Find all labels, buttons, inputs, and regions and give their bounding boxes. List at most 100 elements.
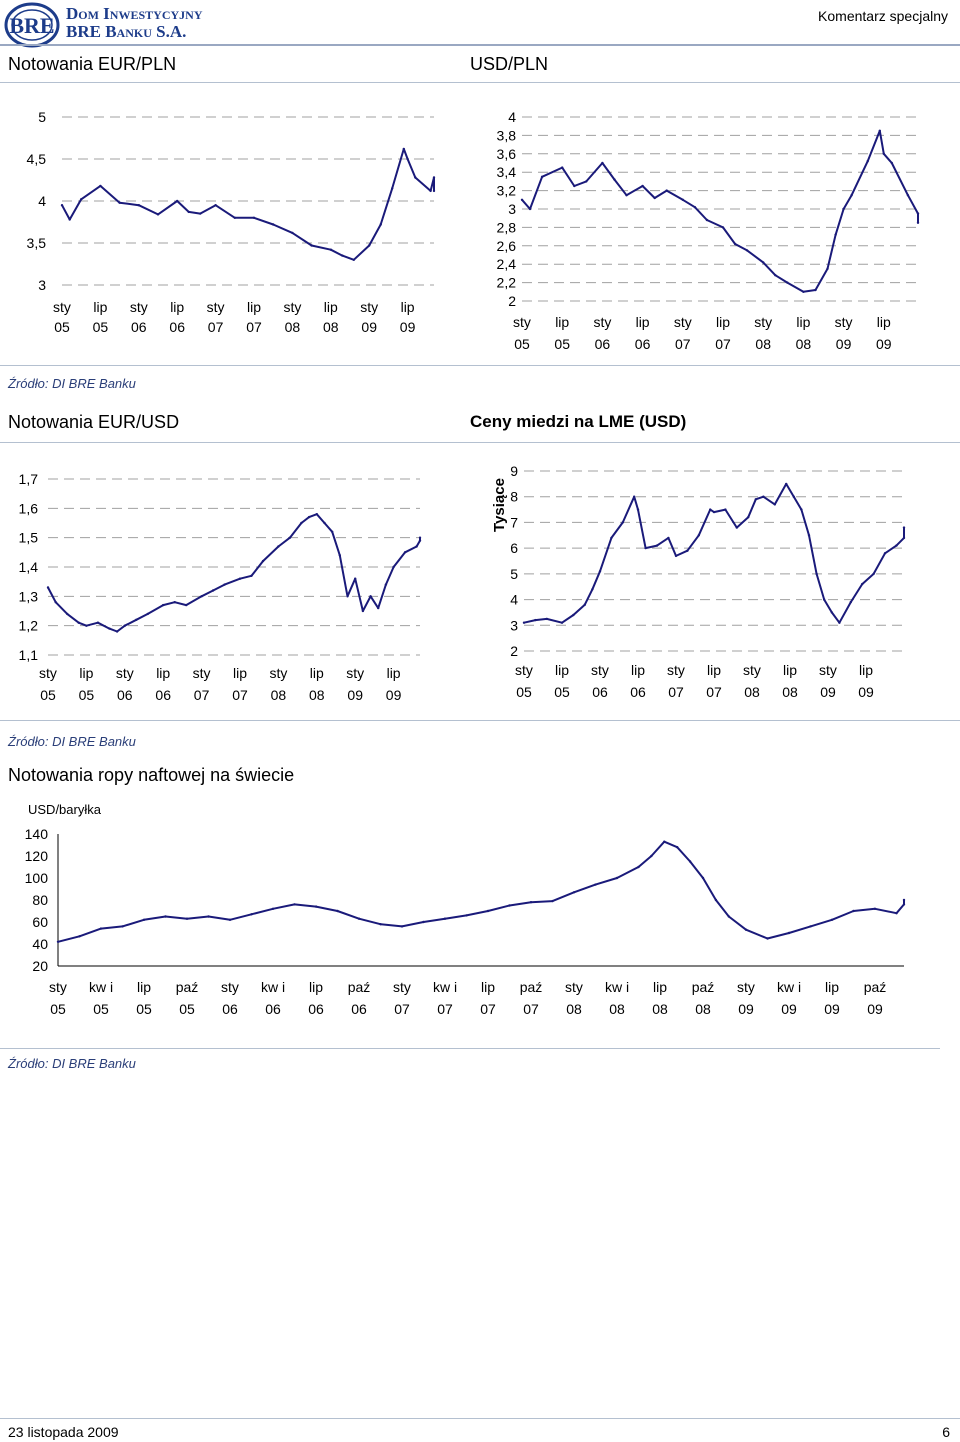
x-tick-label: sty xyxy=(221,979,239,995)
data-point xyxy=(368,244,371,247)
x-tick-label: 05 xyxy=(50,1001,66,1017)
data-point xyxy=(809,925,812,928)
data-point xyxy=(185,603,188,607)
data-point xyxy=(271,907,275,910)
data-point xyxy=(123,624,127,627)
data-point xyxy=(561,166,564,169)
x-tick-label: sty xyxy=(565,979,583,995)
section-rule xyxy=(0,720,960,721)
y-tick-label: 1,4 xyxy=(19,559,39,575)
data-point xyxy=(681,198,684,201)
data-point xyxy=(916,212,920,215)
x-tick-label: sty xyxy=(513,314,531,330)
data-point xyxy=(115,630,119,633)
data-point xyxy=(80,198,83,201)
data-point xyxy=(735,526,738,529)
data-point xyxy=(594,883,597,886)
x-tick-label: lip xyxy=(156,665,170,681)
y-tick-label: 1,2 xyxy=(19,618,39,634)
x-tick-label: lip xyxy=(555,662,569,678)
data-point xyxy=(369,595,372,598)
data-point xyxy=(572,613,575,617)
y-tick-label: 7 xyxy=(510,514,518,530)
eurusd-title: Notowania EUR/USD xyxy=(8,412,180,432)
data-point xyxy=(653,196,656,200)
y-tick-label: 9 xyxy=(510,463,518,479)
usdpln-chart: 4 3,8 3,6 3,4 3,2 3 2,8 2,6 2,4 2,2 2 sty 05 lip 05 sty… xyxy=(480,95,960,365)
usdpln-title: USD/PLN xyxy=(470,54,549,74)
x-tick-label: lip xyxy=(716,314,730,330)
x-tick-label: 09 xyxy=(738,1001,754,1017)
x-tick-label: paź xyxy=(348,979,371,995)
data-point xyxy=(522,621,526,624)
y-tick-label: 3 xyxy=(38,277,46,293)
data-point xyxy=(99,927,103,930)
source-note: Źródło: DI BRE Banku xyxy=(8,1056,136,1071)
data-point xyxy=(207,915,210,918)
data-point xyxy=(99,184,102,188)
data-point xyxy=(815,572,818,576)
data-point xyxy=(823,598,826,601)
x-tick-label: 05 xyxy=(514,336,530,352)
x-tick-label: 08 xyxy=(566,1001,582,1017)
data-point xyxy=(709,508,712,511)
series-line xyxy=(47,513,421,633)
x-tick-label: kw i xyxy=(433,979,457,995)
x-tick-label: 07 xyxy=(668,684,684,700)
y-tick-label: 3,6 xyxy=(497,146,517,162)
x-tick-label: sty xyxy=(393,979,411,995)
y-tick-label: 120 xyxy=(25,848,49,864)
x-tick-label: sty xyxy=(360,299,378,315)
data-point xyxy=(486,909,490,913)
x-tick-label: 08 xyxy=(744,684,760,700)
data-point xyxy=(146,612,149,616)
x-tick-label: 07 xyxy=(194,687,210,703)
x-tick-label: paź xyxy=(520,979,543,995)
x-tick-label: 06 xyxy=(595,336,611,352)
x-tick-label: 07 xyxy=(246,319,262,335)
x-tick-label: sty xyxy=(515,662,533,678)
data-point xyxy=(676,846,679,849)
data-point xyxy=(354,577,357,580)
data-point xyxy=(54,601,57,604)
section-rule xyxy=(0,365,960,366)
data-point xyxy=(785,482,788,486)
data-point xyxy=(895,912,898,915)
section-rule xyxy=(0,1048,940,1049)
data-point xyxy=(830,611,833,614)
y-tick-label: 2,2 xyxy=(497,275,517,291)
data-point xyxy=(591,588,594,591)
x-tick-label: lip xyxy=(137,979,151,995)
y-tick-label: 40 xyxy=(32,936,48,952)
data-point xyxy=(610,536,613,540)
data-point xyxy=(838,621,841,624)
series-line xyxy=(523,482,905,624)
data-point xyxy=(315,513,318,516)
x-tick-label: 07 xyxy=(394,1001,410,1017)
oil-title: Notowania ropy naftowej na świecie xyxy=(8,765,295,785)
data-point xyxy=(432,176,436,179)
data-point xyxy=(601,161,604,165)
data-point xyxy=(613,178,616,181)
x-tick-label: 09 xyxy=(361,319,377,335)
data-point xyxy=(142,918,146,921)
y-tick-label: 4 xyxy=(510,592,518,608)
x-tick-label: lip xyxy=(481,979,495,995)
y-tick-label: 140 xyxy=(25,826,49,842)
x-tick-label: lip xyxy=(247,299,261,315)
data-point xyxy=(621,521,624,524)
data-point xyxy=(852,909,855,913)
series-line xyxy=(57,840,905,943)
data-point xyxy=(384,583,388,586)
x-tick-label: 06 xyxy=(222,1001,238,1017)
data-point xyxy=(233,216,236,219)
data-point xyxy=(686,549,689,552)
x-tick-label: 05 xyxy=(554,684,570,700)
x-tick-label: sty xyxy=(674,314,692,330)
data-point xyxy=(422,920,425,924)
y-tick-label: 5 xyxy=(38,109,46,125)
report-type: Komentarz specjalny xyxy=(818,8,948,24)
data-point xyxy=(60,204,64,207)
data-point xyxy=(727,915,730,918)
y-tick-label: 100 xyxy=(25,870,49,886)
